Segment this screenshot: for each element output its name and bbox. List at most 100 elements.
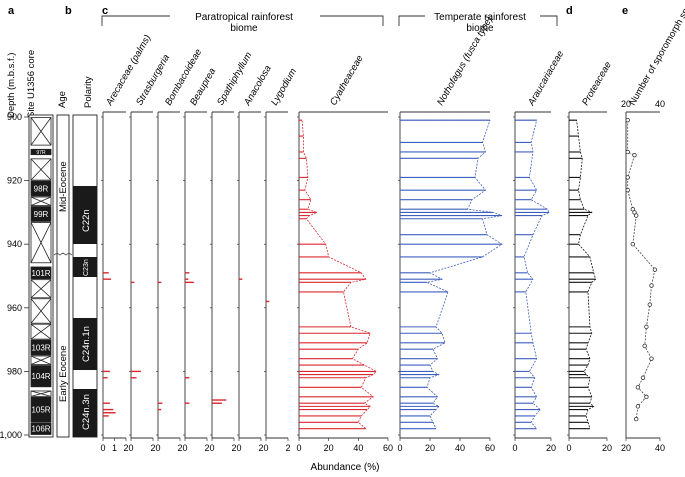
- paratropical-biome-bracket: Paratropical rainforest biome: [101, 10, 384, 34]
- core-interval: [30, 117, 52, 146]
- species-point: [625, 187, 630, 193]
- age-column: Mid-Eocene Early Eocene: [53, 114, 73, 438]
- panel-tick-label: 2: [285, 443, 290, 453]
- core-interval: [30, 279, 52, 299]
- panel-tick-label: 0: [182, 443, 187, 453]
- species-point: [647, 302, 652, 307]
- depth-tick-label: 980: [7, 366, 22, 376]
- chron-block: [73, 186, 97, 244]
- chron-c23n: C23n 2n: [83, 249, 90, 276]
- core-interval: 106R: [30, 422, 52, 435]
- species-point: [634, 416, 639, 422]
- panel-label-e: e: [622, 5, 628, 17]
- core-interval: [30, 222, 52, 264]
- panel-tick-label: 0: [263, 443, 268, 453]
- panel-label-a: a: [8, 5, 15, 17]
- panel-tick-label: 20: [602, 443, 612, 453]
- panel-tick-label: 2: [150, 443, 155, 453]
- polarity-column-title: Polarity: [83, 76, 94, 108]
- temperate-biome-label: Temperate rainforest biome: [434, 12, 526, 34]
- depth-axis-title: Depth (m.b.s.f.): [6, 53, 17, 118]
- core-label: 97R: [36, 150, 46, 156]
- panel-label-b: b: [65, 5, 72, 17]
- species-top-tick-label: 20: [621, 99, 631, 109]
- panel-tick-label: 2: [231, 443, 236, 453]
- species-point: [634, 213, 639, 218]
- panel-tick-label: 0: [512, 443, 517, 453]
- panel-tick-label: 0: [128, 443, 133, 453]
- core-label: 101R: [31, 269, 50, 278]
- taxon-panel: 0 2 Lygodium: [263, 66, 299, 453]
- species-point: [640, 375, 646, 380]
- panel-tick-label: 1: [112, 443, 117, 453]
- taxon-label: Proteaceae: [580, 60, 614, 108]
- species-point: [644, 394, 649, 400]
- panel-tick-label: 60: [485, 443, 495, 453]
- taxon-label: Araucariaceae: [526, 49, 567, 108]
- series-line: [514, 119, 550, 429]
- species-point: [642, 343, 647, 349]
- panel-label-c: c: [102, 5, 108, 17]
- depth-tick-label: 920: [7, 176, 22, 186]
- chron-block: [73, 389, 97, 437]
- species-point: [625, 149, 630, 155]
- core-interval: 104R: [30, 365, 52, 388]
- panel-tick-label: 40: [655, 443, 665, 453]
- core-label: 99R: [34, 210, 49, 219]
- species-point: [649, 283, 654, 288]
- series-line: [568, 119, 597, 429]
- age-early-eocene: Early Eocene: [58, 345, 69, 402]
- panel-tick-label: 2: [258, 443, 263, 453]
- panel-tick-label: 2: [204, 443, 209, 453]
- core-interval: [30, 390, 52, 397]
- taxon-label: Lygodium: [269, 66, 299, 107]
- depth-tick-label: 900: [7, 112, 22, 122]
- species-point: [649, 356, 654, 361]
- panel-tick-label: 0: [155, 443, 160, 453]
- series-line: [399, 119, 503, 429]
- panel-tick-label: 40: [455, 443, 465, 453]
- chron-c24n3n: C24n.3n: [81, 394, 92, 430]
- depth-tick-label: 960: [7, 303, 22, 313]
- core-label: 98R: [34, 185, 49, 194]
- core-interval: [30, 355, 52, 365]
- species-point: [635, 404, 641, 409]
- core-interval: [30, 196, 52, 206]
- core-interval: [30, 298, 52, 324]
- taxon-panel: 0 20 Araucariaceae: [512, 49, 566, 453]
- taxon-panel: 0 20 40 60 Nothofagus (fusca type): [397, 15, 503, 453]
- panel-tick-label: 0: [236, 443, 241, 453]
- species-point: [652, 267, 658, 272]
- taxon-panel: 0 20 Proteaceae: [566, 60, 613, 453]
- series-line: [298, 119, 377, 429]
- panel-tick-label: 20: [324, 443, 334, 453]
- species-top-tick-label: 40: [655, 99, 665, 109]
- panel-tick-label: 2: [177, 443, 182, 453]
- species-point: [625, 117, 630, 123]
- chron-c24n1n: C24n.1n: [81, 326, 92, 362]
- chron-c22n: C22n: [81, 209, 92, 232]
- panel-tick-label: 2: [123, 443, 128, 453]
- depth-tick-label: 940: [7, 239, 22, 249]
- core-interval: [30, 323, 52, 340]
- species-line: [627, 120, 656, 420]
- panel-tick-label: 40: [353, 443, 363, 453]
- core-interval: 98R: [30, 180, 52, 197]
- taxon-label: Number of sporomorph species: [627, 0, 685, 108]
- taxon-label: Cyatheaceae: [328, 54, 366, 108]
- core-label: 105R: [31, 406, 50, 415]
- panel-tick-label: 0: [566, 443, 571, 453]
- species-point: [630, 241, 635, 247]
- chron-block: [73, 318, 97, 370]
- paratropical-biome-label: Paratropical rainforest biome: [195, 12, 293, 34]
- core-label: 104R: [31, 372, 50, 381]
- depth-axis: 900 920 940 960 980 1,000: [0, 112, 29, 440]
- panel-tick-label: 20: [546, 443, 556, 453]
- core-interval: 101R: [30, 266, 52, 280]
